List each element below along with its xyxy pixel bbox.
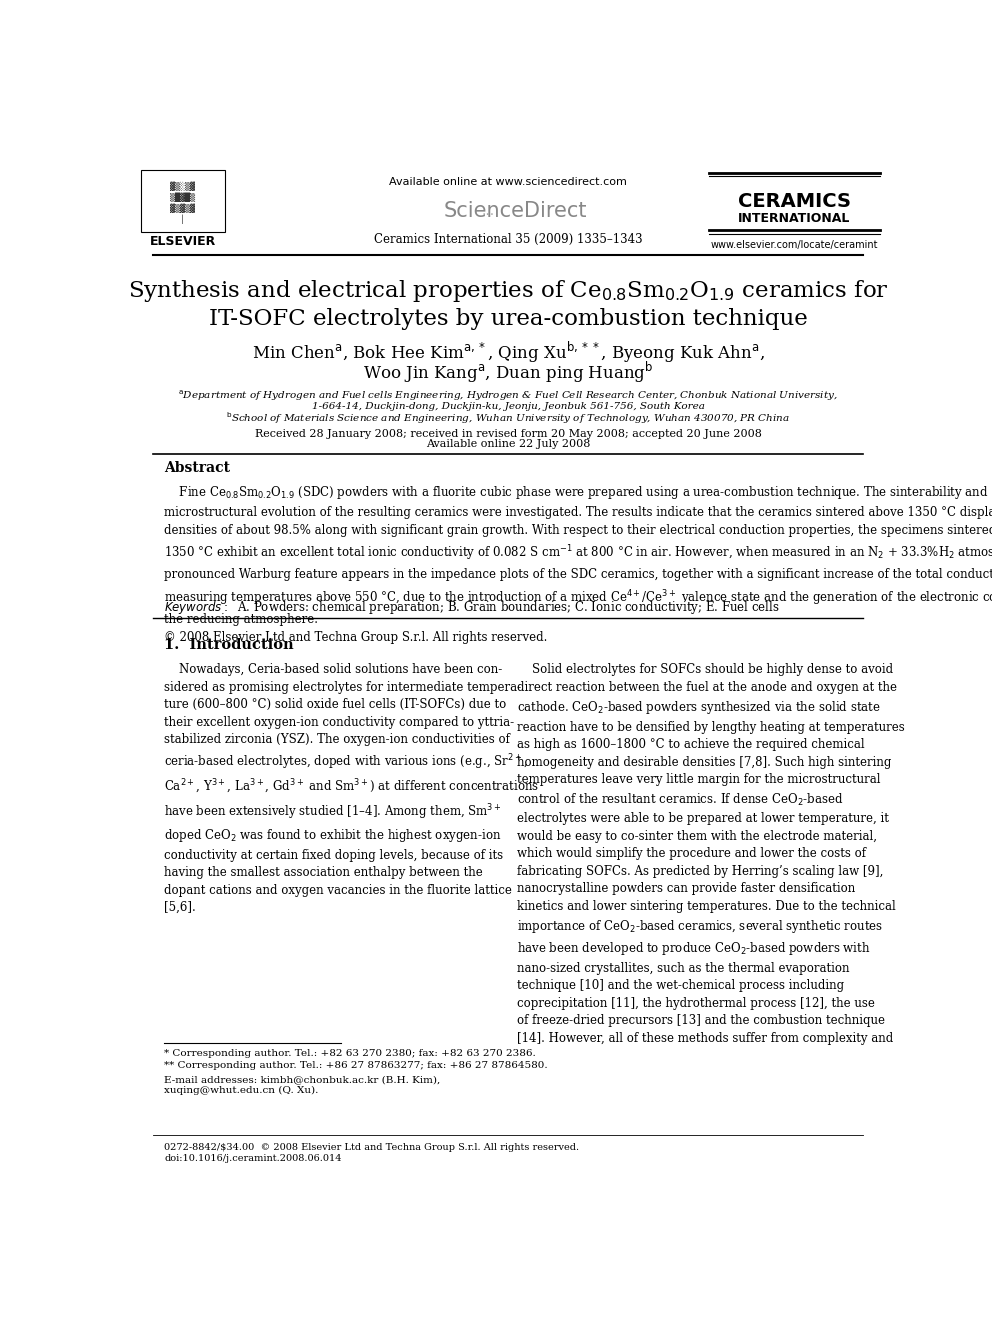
Text: 1-664-14, Duckjin-dong, Duckjin-ku, Jeonju, Jeonbuk 561-756, South Korea: 1-664-14, Duckjin-dong, Duckjin-ku, Jeon… bbox=[311, 402, 705, 411]
Text: $^{\rm a}$Department of Hydrogen and Fuel cells Engineering, Hydrogen & Fuel Cel: $^{\rm a}$Department of Hydrogen and Fue… bbox=[179, 389, 838, 404]
Text: 0272-8842/$34.00  © 2008 Elsevier Ltd and Techna Group S.r.l. All rights reserve: 0272-8842/$34.00 © 2008 Elsevier Ltd and… bbox=[165, 1143, 579, 1152]
Text: ▓▒░▒▓
▒█▓█▒
▓▒▓▒▓
  │: ▓▒░▒▓ ▒█▓█▒ ▓▒▓▒▓ │ bbox=[171, 181, 195, 224]
Text: ELSEVIER: ELSEVIER bbox=[150, 235, 216, 249]
Text: Solid electrolytes for SOFCs should be highly dense to avoid
direct reaction bet: Solid electrolytes for SOFCs should be h… bbox=[517, 663, 905, 1045]
Text: ** Corresponding author. Tel.: +86 27 87863277; fax: +86 27 87864580.: ** Corresponding author. Tel.: +86 27 87… bbox=[165, 1061, 548, 1069]
Text: Abstract: Abstract bbox=[165, 462, 230, 475]
Text: doi:10.1016/j.ceramint.2008.06.014: doi:10.1016/j.ceramint.2008.06.014 bbox=[165, 1155, 342, 1163]
Text: 1.  Introduction: 1. Introduction bbox=[165, 639, 294, 652]
Text: www.elsevier.com/locate/ceramint: www.elsevier.com/locate/ceramint bbox=[710, 239, 878, 250]
Text: Nowadays, Ceria-based solid solutions have been con-
sidered as promising electr: Nowadays, Ceria-based solid solutions ha… bbox=[165, 663, 540, 914]
Text: Ceramics International 35 (2009) 1335–1343: Ceramics International 35 (2009) 1335–13… bbox=[374, 233, 643, 246]
Text: $^{\rm b}$School of Materials Science and Engineering, Wuhan University of Techn: $^{\rm b}$School of Materials Science an… bbox=[226, 410, 791, 426]
Text: CERAMICS: CERAMICS bbox=[738, 192, 851, 210]
Text: $\it{Keywords:}$  A. Powders: chemical preparation; B. Grain boundaries; C. Ioni: $\it{Keywords:}$ A. Powders: chemical pr… bbox=[165, 599, 780, 617]
Text: Woo Jin Kang$^{\rm a}$, Duan ping Huang$^{\rm b}$: Woo Jin Kang$^{\rm a}$, Duan ping Huang$… bbox=[363, 360, 654, 385]
Text: IT-SOFC electrolytes by urea-combustion technique: IT-SOFC electrolytes by urea-combustion … bbox=[209, 308, 807, 329]
Text: Fine Ce$_{0.8}$Sm$_{0.2}$O$_{1.9}$ (SDC) powders with a fluorite cubic phase wer: Fine Ce$_{0.8}$Sm$_{0.2}$O$_{1.9}$ (SDC)… bbox=[165, 484, 992, 644]
Text: INTERNATIONAL: INTERNATIONAL bbox=[738, 212, 850, 225]
Text: E-mail addresses: kimbh@chonbuk.ac.kr (B.H. Kim),: E-mail addresses: kimbh@chonbuk.ac.kr (B… bbox=[165, 1076, 440, 1084]
Text: xuqing@whut.edu.cn (Q. Xu).: xuqing@whut.edu.cn (Q. Xu). bbox=[165, 1086, 318, 1095]
Text: ScienceDirect: ScienceDirect bbox=[443, 201, 587, 221]
Bar bbox=[141, 171, 225, 232]
Text: Synthesis and electrical properties of Ce$_{0.8}$Sm$_{0.2}$O$_{1.9}$ ceramics fo: Synthesis and electrical properties of C… bbox=[128, 278, 889, 304]
Text: Received 28 January 2008; received in revised form 20 May 2008; accepted 20 June: Received 28 January 2008; received in re… bbox=[255, 429, 762, 439]
Text: Available online 22 July 2008: Available online 22 July 2008 bbox=[427, 439, 590, 450]
Text: Min Chen$^{\rm a}$, Bok Hee Kim$^{\rm a,*}$, Qing Xu$^{\rm b,**}$, Byeong Kuk Ah: Min Chen$^{\rm a}$, Bok Hee Kim$^{\rm a,… bbox=[252, 340, 765, 365]
Text: Available online at www.sciencedirect.com: Available online at www.sciencedirect.co… bbox=[390, 177, 627, 187]
Text: * Corresponding author. Tel.: +82 63 270 2380; fax: +82 63 270 2386.: * Corresponding author. Tel.: +82 63 270… bbox=[165, 1049, 536, 1058]
Text: ...: ... bbox=[482, 204, 495, 218]
